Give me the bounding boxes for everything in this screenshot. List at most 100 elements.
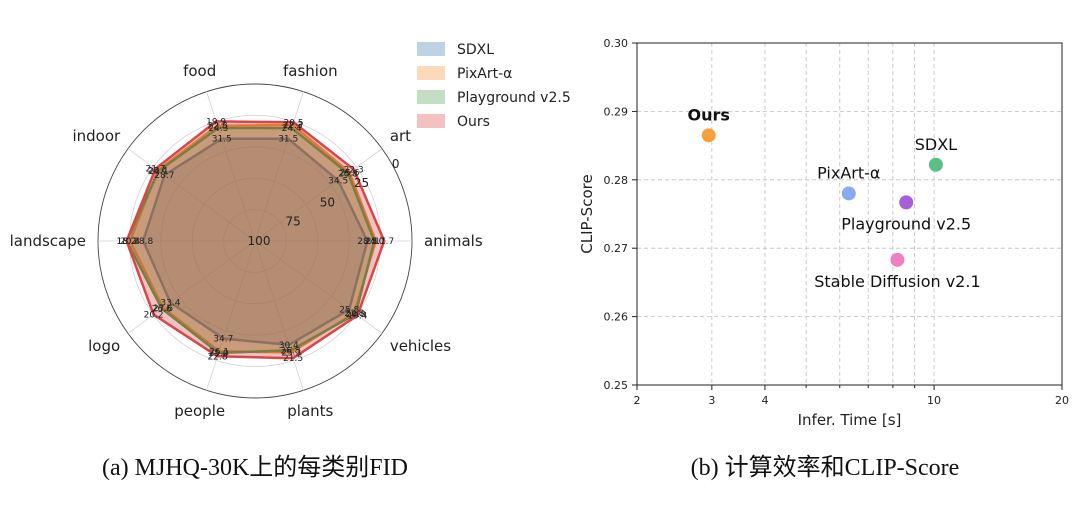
radar-spoke: [254, 91, 304, 242]
radar-spoke: [254, 240, 383, 334]
scatter-x-tick-label: 4: [761, 394, 768, 407]
radar-value-label: 20.2: [144, 311, 164, 321]
radar-spoke: [254, 240, 304, 391]
scatter-point: [899, 195, 914, 210]
legend-label: SDXL: [457, 42, 494, 58]
radar-value-label: 25.6: [339, 168, 359, 178]
radar-spoke: [254, 148, 383, 242]
radar-category-label: people: [174, 402, 225, 420]
radar-spoke: [206, 240, 256, 391]
radar-category-label: art: [390, 127, 411, 145]
scatter-y-tick-label: 0.29: [604, 105, 629, 118]
radar-value-label: 31.5: [212, 135, 232, 145]
radar-chart: 0 25 50 75 100 31.5 34.5 28.5 25.8 30.4 34.7 33.4 28…: [10, 42, 571, 420]
scatter-x-tick-label: 20: [1055, 394, 1069, 407]
radar-value-label: 21.8: [344, 309, 364, 319]
scatter-point: [928, 157, 943, 172]
legend-swatch: [417, 42, 445, 56]
radar-value-label: 18.2: [117, 237, 137, 247]
radar-category-label: animals: [424, 232, 483, 250]
radar-series-1: [128, 123, 377, 354]
radar-value-label: 20.8: [346, 310, 366, 320]
legend-label: Ours: [457, 114, 490, 130]
radar-spoke: [127, 240, 256, 334]
scatter-point: [841, 186, 856, 201]
scatter-x-axis-label: Infer. Time [s]: [798, 411, 902, 429]
radar-value-label: 26.8: [280, 346, 300, 356]
scatter-point-label: SDXL: [915, 135, 957, 154]
scatter-frame: [636, 42, 1063, 386]
radar-category-label: indoor: [72, 127, 121, 145]
scatter-y-tick-label: 0.28: [604, 174, 629, 187]
radar-category-label: logo: [88, 337, 120, 355]
radar-category-label: landscape: [10, 232, 86, 250]
radar-value-label: 34.5: [328, 177, 348, 187]
scatter-point-label: Ours: [688, 105, 730, 124]
radar-radial-tick: 0: [392, 157, 400, 171]
scatter-x-tick-label: 3: [708, 394, 715, 407]
legend-swatch: [417, 90, 445, 104]
scatter-caption: (b) 计算效率和CLIP-Score: [691, 454, 960, 481]
scatter-point-label: Playground v2.5: [841, 214, 971, 233]
radar-value-label: 30.4: [279, 341, 299, 351]
radar-value-label: 26.6: [152, 305, 172, 315]
radar-value-label: 31.5: [278, 135, 298, 145]
radar-spoke: [127, 148, 256, 242]
radar-category-label: plants: [287, 402, 333, 420]
radar-value-label: 22.8: [208, 122, 228, 132]
radar-value-label: 28.5: [357, 237, 377, 247]
legend-swatch: [417, 66, 445, 80]
scatter-point: [701, 128, 716, 143]
radar-series-0: [141, 137, 369, 347]
radar-value-label: 28.7: [154, 171, 174, 181]
scatter-point: [890, 252, 905, 267]
radar-value-label: 20.5: [284, 118, 304, 128]
radar-value-label: 25.3: [281, 349, 301, 359]
radar-series-3: [125, 120, 386, 360]
radar-value-label: 19.9: [206, 117, 226, 127]
radar-value-label: 24.4: [282, 124, 302, 134]
radar-caption: (a) MJHQ-30K上的每类别FID: [102, 454, 408, 481]
radar-category-label: food: [183, 62, 216, 80]
radar-radial-tick: 100: [248, 234, 271, 248]
scatter-point-label: PixArt-α: [817, 163, 880, 182]
radar-value-label: 33.4: [160, 298, 180, 308]
radar-value-label: 24.3: [208, 124, 228, 134]
radar-value-label: 23.1: [366, 237, 386, 247]
radar-value-label: 21.5: [283, 354, 303, 364]
scatter-y-tick-label: 0.27: [604, 242, 629, 255]
radar-value-label: 26.8: [338, 169, 358, 179]
radar-value-label: 25.0: [209, 349, 229, 359]
radar-value-label: 22.8: [208, 352, 228, 362]
radar-category-label: fashion: [283, 62, 338, 80]
radar-series-2: [125, 126, 376, 355]
radar-value-label: 34.7: [213, 335, 233, 345]
scatter-point-label: Stable Diffusion v2.1: [814, 272, 980, 291]
scatter-y-tick-label: 0.26: [604, 311, 629, 324]
scatter-y-axis-label: CLIP-Score: [578, 174, 596, 253]
radar-value-label: 22.3: [283, 121, 303, 131]
scatter-y-tick-label: 0.25: [604, 379, 629, 392]
scatter-x-tick-label: 2: [634, 394, 641, 407]
radar-value-label: 17.7: [374, 237, 394, 247]
radar-value-label: 18.2: [117, 237, 137, 247]
radar-value-label: 26.1: [209, 347, 229, 357]
radar-value-label: 21.7: [146, 165, 166, 175]
radar-category-label: vehicles: [390, 337, 451, 355]
scatter-chart: 2 3 4 10 20 0.25 0.26 0.27 0.28 0.29 0.30 Infer. Ti…: [578, 37, 1069, 429]
legend-label: Playground v2.5: [457, 90, 571, 106]
radar-value-label: 22.3: [344, 165, 364, 175]
radar-value-label: 20.4: [120, 237, 140, 247]
scatter-x-tick-label: 10: [927, 394, 941, 407]
radar-value-label: 25.8: [339, 305, 359, 315]
radar-spoke: [206, 91, 256, 242]
radar-value-label: 19.4: [347, 311, 367, 321]
scatter-y-tick-label: 0.30: [604, 37, 629, 50]
radar-value-label: 27.6: [153, 304, 173, 314]
radar-radial-tick: 25: [354, 176, 369, 190]
radar-radial-tick: 50: [320, 195, 335, 209]
radar-value-label: 28.8: [133, 237, 153, 247]
radar-value-label: 23.4: [148, 166, 168, 176]
radar-radial-tick: 75: [286, 215, 301, 229]
